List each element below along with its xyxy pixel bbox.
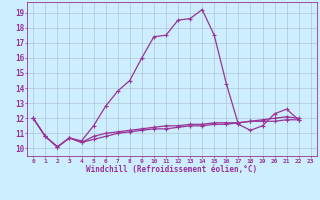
X-axis label: Windchill (Refroidissement éolien,°C): Windchill (Refroidissement éolien,°C)	[86, 165, 258, 174]
